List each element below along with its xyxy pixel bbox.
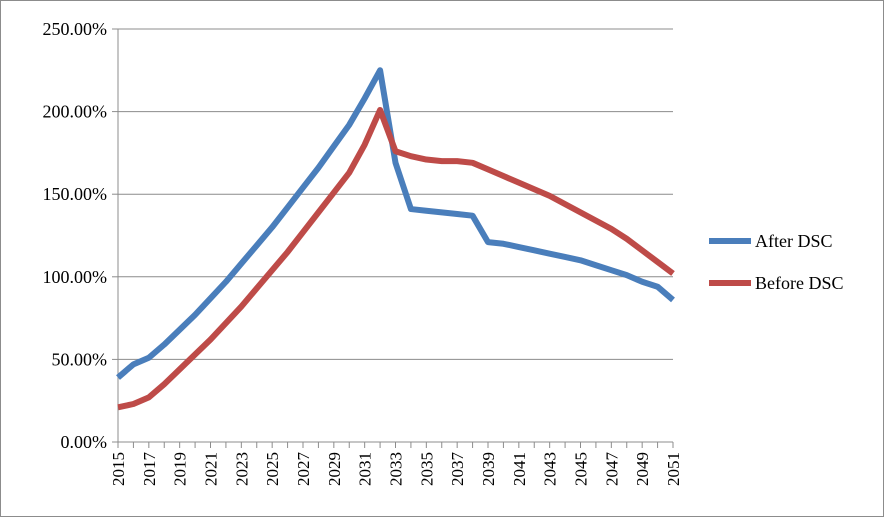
x-tick-label: 2031 (356, 452, 375, 486)
series-line-before-dsc (117, 106, 675, 411)
x-tick-label: 2035 (417, 452, 436, 486)
x-tick-label: 2051 (664, 452, 683, 486)
x-tick-label: 2043 (541, 452, 560, 486)
x-tick-label: 2025 (263, 452, 282, 486)
x-tick-label: 2049 (633, 452, 652, 486)
x-tick-label: 2041 (510, 452, 529, 486)
x-tick-label: 2027 (294, 452, 313, 487)
x-tick-label: 2039 (479, 452, 498, 486)
x-tick-label: 2045 (572, 452, 591, 486)
y-tick-label: 200.00% (43, 102, 108, 122)
x-tick-label: 2047 (602, 452, 621, 487)
y-tick-label: 50.00% (52, 349, 108, 369)
x-tick-label: 2017 (140, 452, 159, 487)
series-line-after-dsc (116, 67, 675, 380)
x-tick-label: 2037 (448, 452, 467, 487)
x-tick-label: 2021 (202, 452, 221, 486)
gridlines (118, 28, 673, 360)
x-tick-label: 2029 (325, 452, 344, 486)
y-tick-label: 100.00% (43, 267, 108, 287)
x-tick-label: 2023 (232, 452, 251, 486)
x-tick-label: 2033 (387, 452, 406, 486)
y-tick-label: 250.00% (43, 19, 108, 39)
y-tick-label: 150.00% (43, 184, 108, 204)
series-lines (116, 67, 675, 411)
legend-label-before-dsc: Before DSC (755, 273, 844, 293)
legend: After DSC Before DSC (709, 231, 844, 293)
x-tick-label: 2019 (171, 452, 190, 486)
y-tick-label: 0.00% (61, 432, 108, 452)
x-tick-label: 2015 (109, 452, 128, 486)
legend-label-after-dsc: After DSC (755, 231, 833, 251)
axes: 0.00% 50.00% 100.00% 150.00% 200.00% 250.00% 2… (43, 19, 684, 486)
